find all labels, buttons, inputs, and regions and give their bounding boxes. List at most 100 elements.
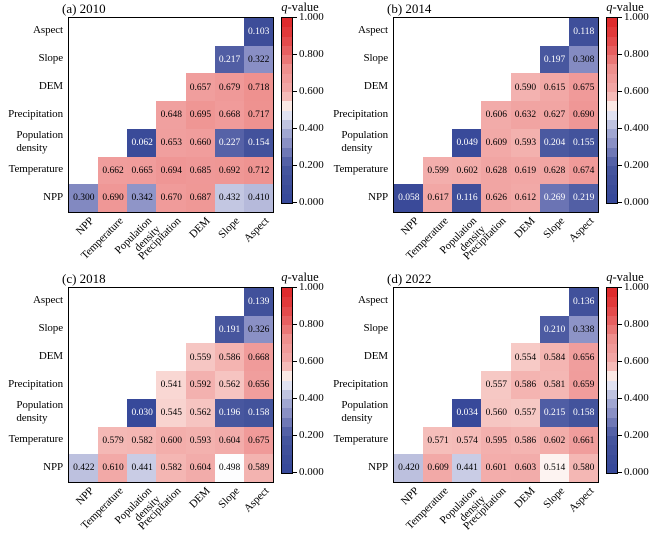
colorbar-tick-mark <box>618 127 622 129</box>
heatmap-cell: 0.628 <box>539 156 570 185</box>
heatmap-cell: 0.617 <box>423 184 453 212</box>
colorbar-step <box>282 138 292 148</box>
heatmap-cell: 0.030 <box>127 398 158 428</box>
colorbar <box>281 17 293 204</box>
colorbar-step <box>282 92 292 102</box>
colorbar-tick-mark <box>293 471 297 473</box>
colorbar-step <box>607 55 617 65</box>
colorbar-tick-label: 0.000 <box>624 196 649 208</box>
colorbar-step <box>607 18 617 28</box>
y-axis-label: Aspect <box>33 294 63 307</box>
colorbar-step <box>607 73 617 83</box>
heatmap-plot-area: 0.136 0.210 0.338 0.554 0.584 0.656 0.557 0.586… <box>393 287 599 483</box>
y-axis-label: Temperature <box>8 432 63 445</box>
heatmap-cell: 0.626 <box>481 184 512 212</box>
colorbar-step <box>282 389 292 399</box>
colorbar-step <box>282 426 292 436</box>
colorbar-step <box>607 306 617 316</box>
heatmap-cell: 0.632 <box>510 101 541 130</box>
heatmap-cell: 0.049 <box>452 128 483 158</box>
colorbar-step <box>607 184 617 194</box>
colorbar-tick-label: 0.600 <box>624 85 649 97</box>
heatmap-cell: 0.571 <box>423 426 453 455</box>
colorbar-step <box>607 156 617 166</box>
heatmap-cell: 0.579 <box>98 426 128 455</box>
colorbar-tick-label: 0.800 <box>624 48 649 60</box>
colorbar-tick-label: 0.600 <box>299 355 324 367</box>
y-axis-label: Aspect <box>358 294 388 307</box>
colorbar-tick-mark <box>618 397 622 399</box>
heatmap-cell: 0.662 <box>98 156 128 185</box>
colorbar-tick-mark <box>293 434 297 436</box>
colorbar-title-q: q <box>281 0 288 14</box>
heatmap-cell: 0.648 <box>156 101 187 130</box>
colorbar-title-rest: -value <box>287 0 319 14</box>
colorbar-step <box>607 36 617 46</box>
colorbar-step <box>282 45 292 55</box>
heatmap-cell: 0.300 <box>69 184 99 212</box>
colorbar-step <box>282 436 292 446</box>
heatmap-cell: 0.690 <box>98 184 128 212</box>
panel-2022: (d) 2022 0.136 0.210 0.338 0.554 0.584 0.656 0… <box>325 270 650 540</box>
x-axis-label: Slope <box>216 485 243 511</box>
heatmap-cell: 0.661 <box>568 426 598 455</box>
colorbar-tick-label: 0.000 <box>299 196 324 208</box>
x-axis-label: DEM <box>187 485 213 511</box>
colorbar-tick-label: 0.000 <box>299 466 324 478</box>
heatmap-cell: 0.410 <box>243 184 273 212</box>
colorbar-step <box>282 193 292 203</box>
colorbar-step <box>607 175 617 185</box>
colorbar-step <box>282 175 292 185</box>
colorbar-tick-mark <box>618 286 622 288</box>
heatmap-cell: 0.197 <box>539 45 570 75</box>
heatmap-cell: 0.204 <box>539 128 570 158</box>
heatmap-cell: 0.665 <box>127 156 158 185</box>
heatmap-cell: 0.609 <box>481 128 512 158</box>
colorbar-step <box>282 352 292 362</box>
y-axis-label: NPP <box>43 460 63 473</box>
colorbar-title-rest: -value <box>287 270 319 284</box>
colorbar-step <box>607 166 617 176</box>
colorbar-step <box>282 73 292 83</box>
colorbar-tick-mark <box>293 53 297 55</box>
heatmap-plot-area: 0.139 0.191 0.326 0.559 0.586 0.668 0.541 0.592… <box>68 287 274 483</box>
colorbar-step <box>282 166 292 176</box>
colorbar-step <box>607 64 617 74</box>
colorbar-step <box>282 445 292 455</box>
heatmap-cell: 0.659 <box>568 371 598 400</box>
colorbar-tick-mark <box>293 127 297 129</box>
colorbar-tick-label: 0.600 <box>299 85 324 97</box>
colorbar-step <box>607 82 617 92</box>
heatmap-cell: 0.628 <box>481 156 512 185</box>
heatmap-cell: 0.609 <box>423 454 453 482</box>
colorbar-step <box>282 399 292 409</box>
colorbar-title: q-value <box>274 0 326 15</box>
colorbar <box>606 17 618 204</box>
heatmap-cell: 0.136 <box>568 288 598 317</box>
heatmap-cell: 0.656 <box>243 371 273 400</box>
heatmap-cell: 0.191 <box>214 315 245 345</box>
colorbar-step <box>607 426 617 436</box>
heatmap-cell: 0.687 <box>185 184 216 212</box>
heatmap-cell: 0.627 <box>539 101 570 130</box>
y-axis-label: DEM <box>363 349 388 362</box>
y-axis-label: DEM <box>38 349 63 362</box>
y-axis-label: Aspect <box>33 24 63 37</box>
y-axis-label: NPP <box>368 190 388 203</box>
y-axis-label: Population density <box>341 398 388 424</box>
heatmap-cell: 0.679 <box>214 73 245 102</box>
heatmap-cell: 0.562 <box>185 398 216 428</box>
colorbar-tick-mark <box>618 323 622 325</box>
colorbar-step <box>282 325 292 335</box>
heatmap-cell: 0.158 <box>568 398 598 428</box>
heatmap-cell: 0.580 <box>568 454 598 482</box>
heatmap-cell: 0.670 <box>156 184 187 212</box>
colorbar-step <box>607 45 617 55</box>
colorbar-step <box>607 362 617 372</box>
heatmap-cell: 0.217 <box>214 45 245 75</box>
y-axis-label: Aspect <box>358 24 388 37</box>
colorbar-tick-mark <box>293 90 297 92</box>
colorbar-title: q-value <box>599 270 650 285</box>
heatmap-cell: 0.602 <box>539 426 570 455</box>
colorbar-tick-label: 1.000 <box>299 281 324 293</box>
